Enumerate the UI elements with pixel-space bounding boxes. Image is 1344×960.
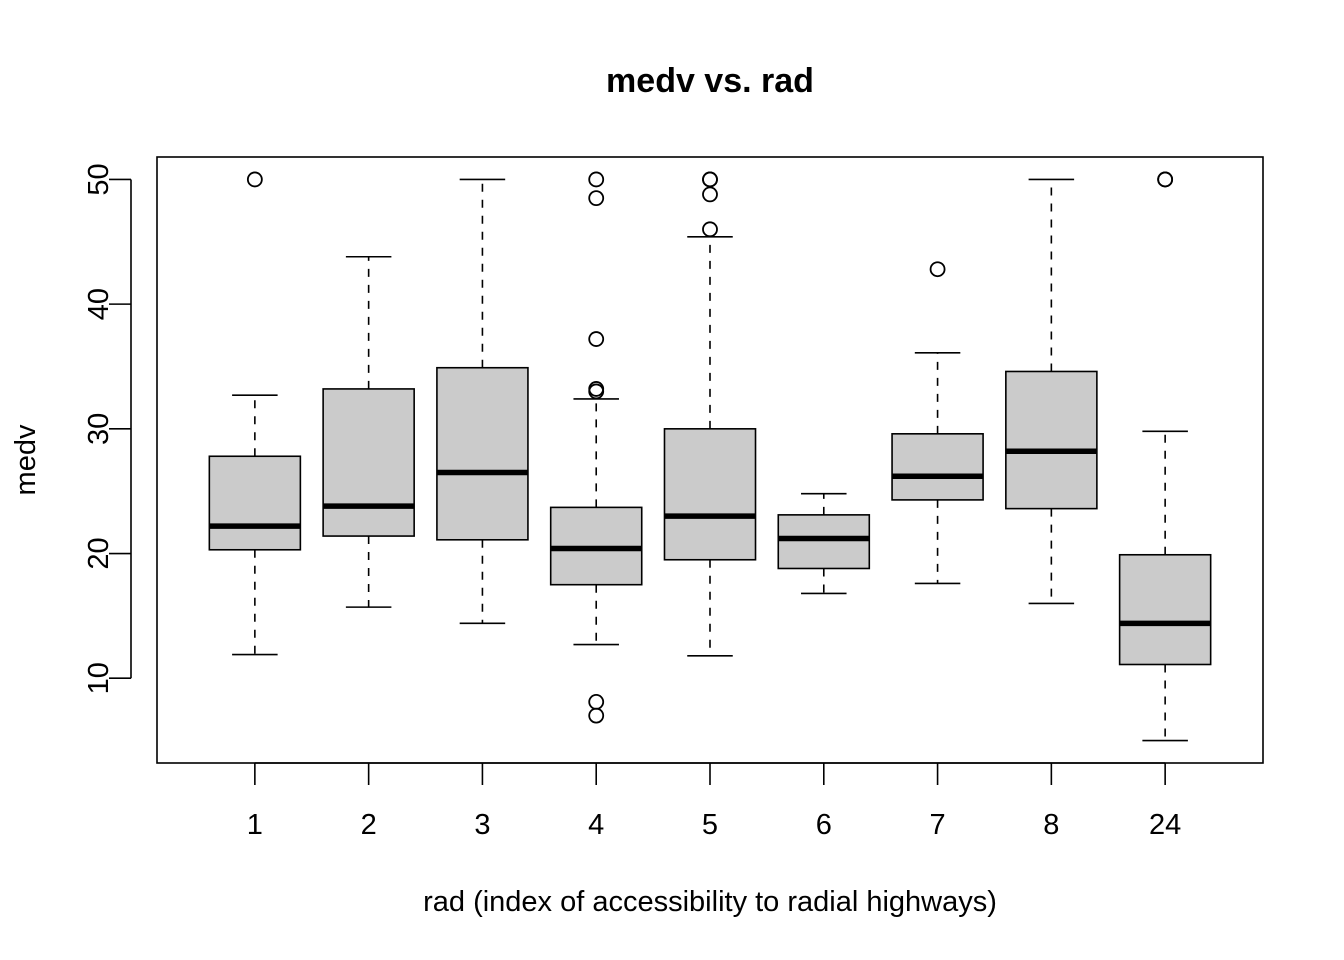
box-24: [1118, 171, 1212, 742]
outlier-5-0: [702, 221, 718, 238]
x-axis-label: rad (index of accessibility to radial hi…: [423, 886, 997, 918]
x-tick-label-3: 3: [474, 809, 490, 841]
x-tick-label-2: 2: [361, 809, 377, 841]
box-1: [208, 171, 302, 656]
box-rect-5: [663, 428, 757, 561]
box-4: [549, 171, 643, 724]
outlier-4-5: [588, 190, 605, 207]
box-3: [436, 178, 529, 625]
box-rect-1: [208, 455, 302, 551]
box-rect-24: [1118, 553, 1212, 666]
x-tick-label-8: 8: [1043, 809, 1059, 841]
box-6: [777, 492, 871, 595]
box-5: [663, 171, 757, 657]
y-axis-label: medv: [10, 424, 42, 495]
outlier-4-0: [588, 707, 605, 724]
box-rect-3: [436, 366, 529, 541]
y-tick-label-10: 10: [83, 662, 115, 694]
outlier-4-1: [588, 694, 605, 710]
outlier-1-0: [246, 171, 263, 188]
outlier-4-4: [588, 331, 605, 347]
x-tick-label-4: 4: [588, 809, 604, 841]
outlier-4-6: [588, 171, 605, 188]
box-group: [208, 171, 1212, 742]
x-tick-label-7: 7: [930, 809, 946, 841]
box-rect-2: [322, 388, 415, 537]
x-axis: 1 2 3 4 5 6 7 8 24: [247, 762, 1181, 841]
y-tick-label-40: 40: [83, 288, 115, 320]
box-8: [1005, 178, 1098, 605]
x-tick-label-6: 6: [816, 809, 832, 841]
x-tick-label-5: 5: [702, 809, 718, 841]
y-axis: 10 20 30 40 50: [83, 163, 132, 694]
box-rect-6: [777, 514, 871, 570]
outlier-7-0: [929, 261, 946, 278]
box-7: [891, 261, 984, 585]
box-rect-8: [1005, 370, 1098, 510]
box-2: [322, 255, 415, 608]
chart-title: medv vs. rad: [606, 62, 814, 100]
outlier-4-3: [588, 381, 605, 397]
outlier-5-1: [702, 186, 718, 203]
y-tick-label-20: 20: [83, 537, 115, 569]
box-rect-7: [891, 433, 984, 501]
y-tick-label-50: 50: [83, 163, 115, 195]
x-tick-label-1: 1: [247, 809, 263, 841]
outlier-24-1: [1157, 171, 1174, 188]
x-tick-label-24: 24: [1149, 809, 1181, 841]
y-tick-label-30: 30: [83, 413, 115, 445]
outlier-5-3: [702, 171, 718, 188]
